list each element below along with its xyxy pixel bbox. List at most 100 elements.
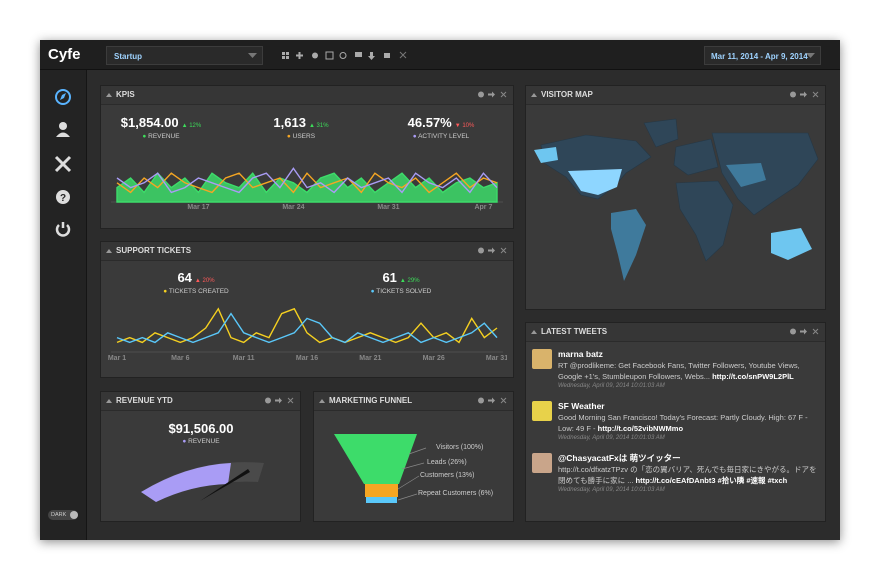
avatar	[532, 401, 552, 421]
panel-header: REVENUE YTD	[101, 392, 300, 411]
x-tick-label: Mar 6	[171, 355, 189, 362]
metric-number: 64	[177, 270, 192, 285]
panel-header: KPIS	[101, 86, 513, 105]
date-range-select[interactable]: Mar 11, 2014 - Apr 9, 2014	[704, 46, 821, 65]
tweet-author: @ChasyacatFxは 萌ツイッター	[558, 453, 681, 463]
metric-number: 46.57%	[407, 115, 452, 130]
metric-change: ▼ 10%	[454, 123, 475, 129]
dashboard-select[interactable]: Startup	[106, 46, 263, 65]
metric-label: TICKETS CREATED	[168, 288, 229, 295]
metric-number: 61	[382, 270, 397, 285]
dropdown-arrow	[248, 53, 257, 58]
dashboard-name: Startup	[114, 52, 142, 61]
tweet-body: Good Morning San Francisco! Today's Fore…	[558, 412, 820, 434]
funnel-chart	[334, 434, 427, 503]
avatar	[532, 453, 552, 473]
tweet-author: SF Weather	[558, 401, 605, 411]
metric-legend: ● TICKETS SOLVED	[321, 288, 481, 295]
arrow-icon	[275, 397, 282, 404]
svg-text:?: ?	[60, 193, 66, 204]
panel-tools[interactable]	[477, 396, 509, 405]
metric-change: ▲ 20%	[194, 278, 215, 284]
panel-tools[interactable]	[264, 396, 296, 405]
panel-tools[interactable]	[477, 246, 509, 255]
close-icon	[812, 91, 819, 98]
map-panel: VISITOR MAP	[525, 85, 826, 310]
funnel-panel: MARKETING FUNNEL Visitors (100%) Leads (…	[313, 391, 514, 522]
tweet-link[interactable]: http://t.co/snPW9L2PlL	[712, 372, 794, 381]
metric-label: REVENUE	[148, 133, 180, 140]
metric-change: ▲ 31%	[308, 123, 329, 129]
funnel-stage	[366, 497, 397, 503]
arrow-icon	[488, 247, 495, 254]
metric-number: 1,613	[273, 115, 306, 130]
tweet-text: http://t.co/dfxatzTPzv の「恋の翼バリア、死んでも毎日家に…	[558, 465, 817, 485]
gear-icon	[790, 91, 796, 98]
support-panel: SUPPORT TICKETS 64 ▲ 20% ● TICKETS CREATED 6…	[100, 241, 514, 378]
panel-title: LATEST TWEETS	[541, 327, 608, 336]
panel-tools[interactable]	[789, 327, 821, 336]
metric-label: USERS	[292, 133, 316, 140]
tweet-body: http://t.co/dfxatzTPzv の「恋の翼バリア、死んでも毎日家に…	[558, 464, 820, 486]
close-icon	[500, 397, 507, 404]
tweets-panel: LATEST TWEETS marna batz RT @prodlikeme: G…	[525, 322, 826, 522]
panel-header: LATEST TWEETS	[526, 323, 825, 342]
panel-title: SUPPORT TICKETS	[116, 246, 192, 255]
logo[interactable]: Cyfe	[48, 46, 81, 63]
metric-value: 64 ▲ 20%	[116, 270, 276, 285]
panel-title: REVENUE YTD	[116, 396, 173, 405]
close-icon	[500, 91, 507, 98]
gear-icon	[790, 328, 796, 335]
tweet-time: Wednesday, April 09, 2014 10:01:03 AM	[558, 383, 665, 389]
sidebar-icons[interactable]: ?	[50, 86, 76, 246]
theme-toggle[interactable]: DARK	[48, 510, 78, 520]
sidebar	[40, 70, 87, 540]
revenue-panel: REVENUE YTD $91,506.00 ● REVENUE	[100, 391, 301, 522]
metric-legend: ● REVENUE	[81, 133, 241, 140]
funnel-stage	[365, 484, 398, 497]
line-chart: Mar 1 Mar 6 Mar 11 Mar 16 Mar 21 Mar 26 Mar 31	[108, 307, 507, 362]
metric-value: 61 ▲ 29%	[321, 270, 481, 285]
gear-icon	[265, 397, 271, 404]
toolbar-icons[interactable]	[280, 50, 410, 62]
legend-dot: ●	[286, 133, 293, 140]
world-map	[534, 118, 819, 281]
panel-title: KPIS	[116, 90, 135, 99]
close-icon	[500, 247, 507, 254]
tweet: marna batz RT @prodlikeme: Get Facebook F…	[558, 349, 820, 391]
panel-tools[interactable]	[477, 90, 509, 99]
panel-title: MARKETING FUNNEL	[329, 396, 413, 405]
tweet-author: marna batz	[558, 349, 603, 359]
tweet-link[interactable]: http://t.co/52vibNWMmo	[597, 424, 684, 433]
gear-icon	[478, 91, 484, 98]
arrow-icon	[488, 397, 495, 404]
tweet-text: RT @prodlikeme: Get Facebook Fans, Twitt…	[558, 361, 800, 381]
arrow-icon	[800, 328, 807, 335]
legend-dot: ●	[163, 288, 169, 295]
legend-dot: ●	[142, 133, 149, 140]
metric-legend: ● TICKETS CREATED	[116, 288, 276, 295]
panel-tools[interactable]	[789, 90, 821, 99]
x-tick-label: Mar 16	[296, 355, 318, 362]
x-tick-label: Mar 31	[486, 355, 507, 362]
metric-change: ▲ 12%	[181, 123, 202, 129]
gear-icon	[478, 397, 484, 404]
avatar	[532, 349, 552, 369]
tweet-body: RT @prodlikeme: Get Facebook Fans, Twitt…	[558, 360, 820, 382]
x-tick-label: Mar 31	[377, 204, 399, 211]
line	[116, 312, 498, 344]
line-chart: Mar 17 Mar 24 Mar 31 Apr 7	[111, 167, 503, 211]
x-tick-label: Mar 21	[359, 355, 381, 362]
tweet: SF Weather Good Morning San Francisco! To…	[558, 401, 820, 443]
close-icon	[287, 397, 294, 404]
metric-legend: ● ACTIVITY LEVEL	[361, 133, 521, 140]
metric-number: $1,854.00	[120, 115, 179, 130]
tweet-link[interactable]: http://t.co/cEAfDAnbt3 #拾い隣 #速報 #txch	[635, 476, 788, 485]
line	[116, 172, 498, 194]
gear-icon	[478, 247, 484, 254]
toggle-knob[interactable]	[70, 511, 78, 519]
arrow-icon	[488, 91, 495, 98]
x-tick-label: Mar 26	[423, 355, 445, 362]
dropdown-arrow	[806, 53, 815, 58]
